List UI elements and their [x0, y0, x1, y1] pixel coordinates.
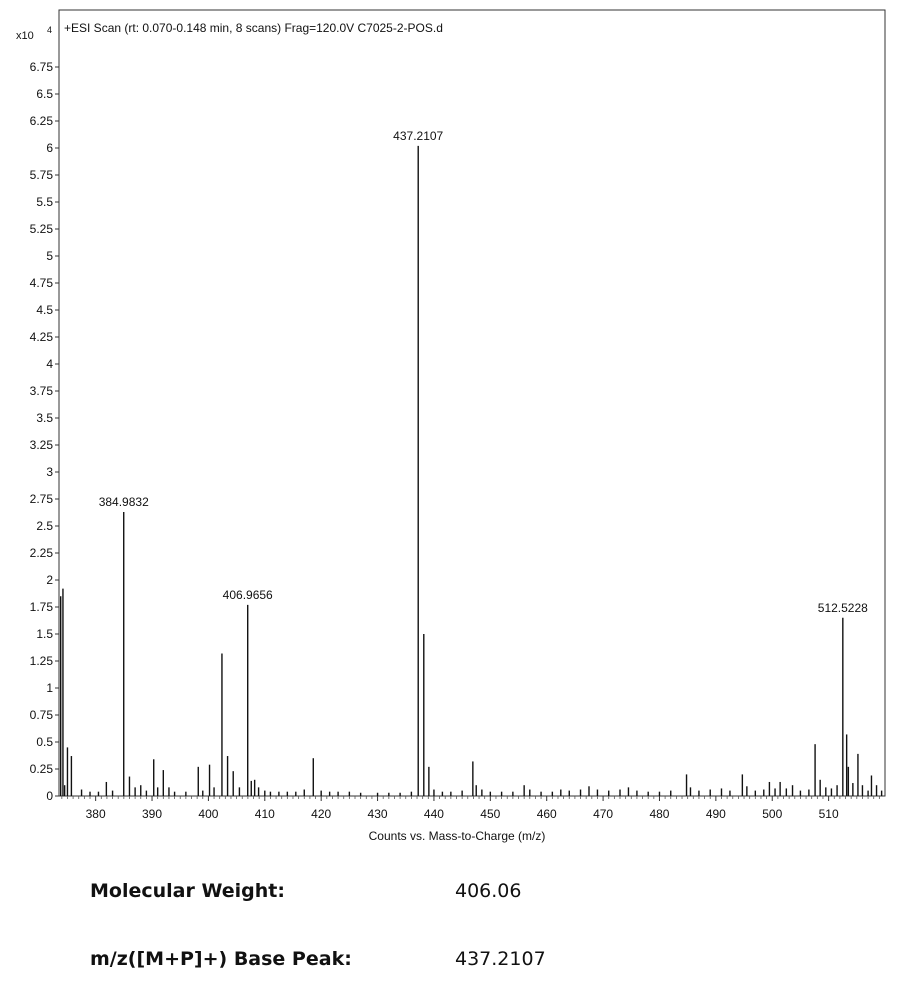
x-tick-label: 410	[255, 807, 275, 821]
plot-frame	[58, 9, 886, 797]
peak-label: 512.5228	[818, 601, 868, 615]
x-axis: 380 390 400 410 420 430 440 450 460 470 480 490 500 5…	[61, 796, 880, 821]
y-tick-label: 1.25	[30, 654, 54, 668]
y-tick-label: 1.5	[36, 627, 53, 641]
y-tick-label: 1.75	[30, 600, 54, 614]
y-tick-label: 5.25	[30, 222, 54, 236]
y-tick-label: 0.5	[36, 735, 53, 749]
y-tick-label: 4.75	[30, 276, 54, 290]
x-tick-label: 440	[424, 807, 444, 821]
molecular-weight-label: Molecular Weight:	[90, 880, 285, 902]
y-tick-label: 0	[46, 789, 53, 803]
x-axis-label: Counts vs. Mass-to-Charge (m/z)	[369, 829, 546, 843]
y-tick-label: 2.5	[36, 519, 53, 533]
x-tick-label: 400	[198, 807, 218, 821]
x-tick-label: 380	[86, 807, 106, 821]
x-tick-label: 510	[819, 807, 839, 821]
x-tick-label: 490	[706, 807, 726, 821]
peak-label: 384.9832	[99, 495, 149, 509]
y-tick-label: 5.75	[30, 168, 54, 182]
y-tick-label: 2.25	[30, 546, 54, 560]
y-tick-label: 4.5	[36, 303, 53, 317]
y-multiplier: x10	[16, 30, 34, 42]
peak-label: 437.2107	[393, 129, 443, 143]
x-tick-label: 390	[142, 807, 162, 821]
peak-label-group: 384.9832 406.9656 437.2107 512.5228	[99, 129, 868, 615]
y-tick-label: 0.75	[30, 708, 54, 722]
base-peak-label: m/z([M+P]+) Base Peak:	[90, 948, 352, 970]
chart-title: +ESI Scan (rt: 0.070-0.148 min, 8 scans)…	[64, 21, 443, 35]
peak-label: 406.9656	[223, 588, 273, 602]
x-tick-label: 470	[593, 807, 613, 821]
y-tick-label: 6.75	[30, 60, 54, 74]
x-tick-label: 430	[368, 807, 388, 821]
y-tick-label: 3.75	[30, 384, 54, 398]
y-tick-label: 4.25	[30, 330, 54, 344]
y-tick-label: 3.25	[30, 438, 54, 452]
y-exponent: 4	[47, 25, 52, 35]
y-tick-label: 0.25	[30, 762, 54, 776]
y-tick-label: 4	[46, 357, 53, 371]
y-tick-label: 6	[46, 141, 53, 155]
x-tick-label: 480	[649, 807, 669, 821]
mass-spectrum-chart: +ESI Scan (rt: 0.070-0.148 min, 8 scans)…	[16, 9, 886, 843]
y-tick-label: 5	[46, 249, 53, 263]
y-axis: 0 0.25 0.5 0.75 1 1.25 1.5 1.75 2 2.25 2.5 2.75 3 3.2…	[30, 60, 59, 803]
x-tick-label: 420	[311, 807, 331, 821]
y-tick-label: 3.5	[36, 411, 53, 425]
peak-group	[59, 145, 883, 796]
x-tick-label: 500	[762, 807, 782, 821]
y-tick-label: 3	[46, 465, 53, 479]
y-tick-label: 6.5	[36, 87, 53, 101]
base-peak-value: 437.2107	[455, 948, 546, 970]
y-tick-label: 2	[46, 573, 53, 587]
y-tick-label: 5.5	[36, 195, 53, 209]
x-tick-label: 460	[537, 807, 557, 821]
y-tick-label: 6.25	[30, 114, 54, 128]
x-tick-label: 450	[480, 807, 500, 821]
molecular-weight-value: 406.06	[455, 880, 522, 902]
y-tick-label: 1	[46, 681, 53, 695]
y-tick-label: 2.75	[30, 492, 54, 506]
